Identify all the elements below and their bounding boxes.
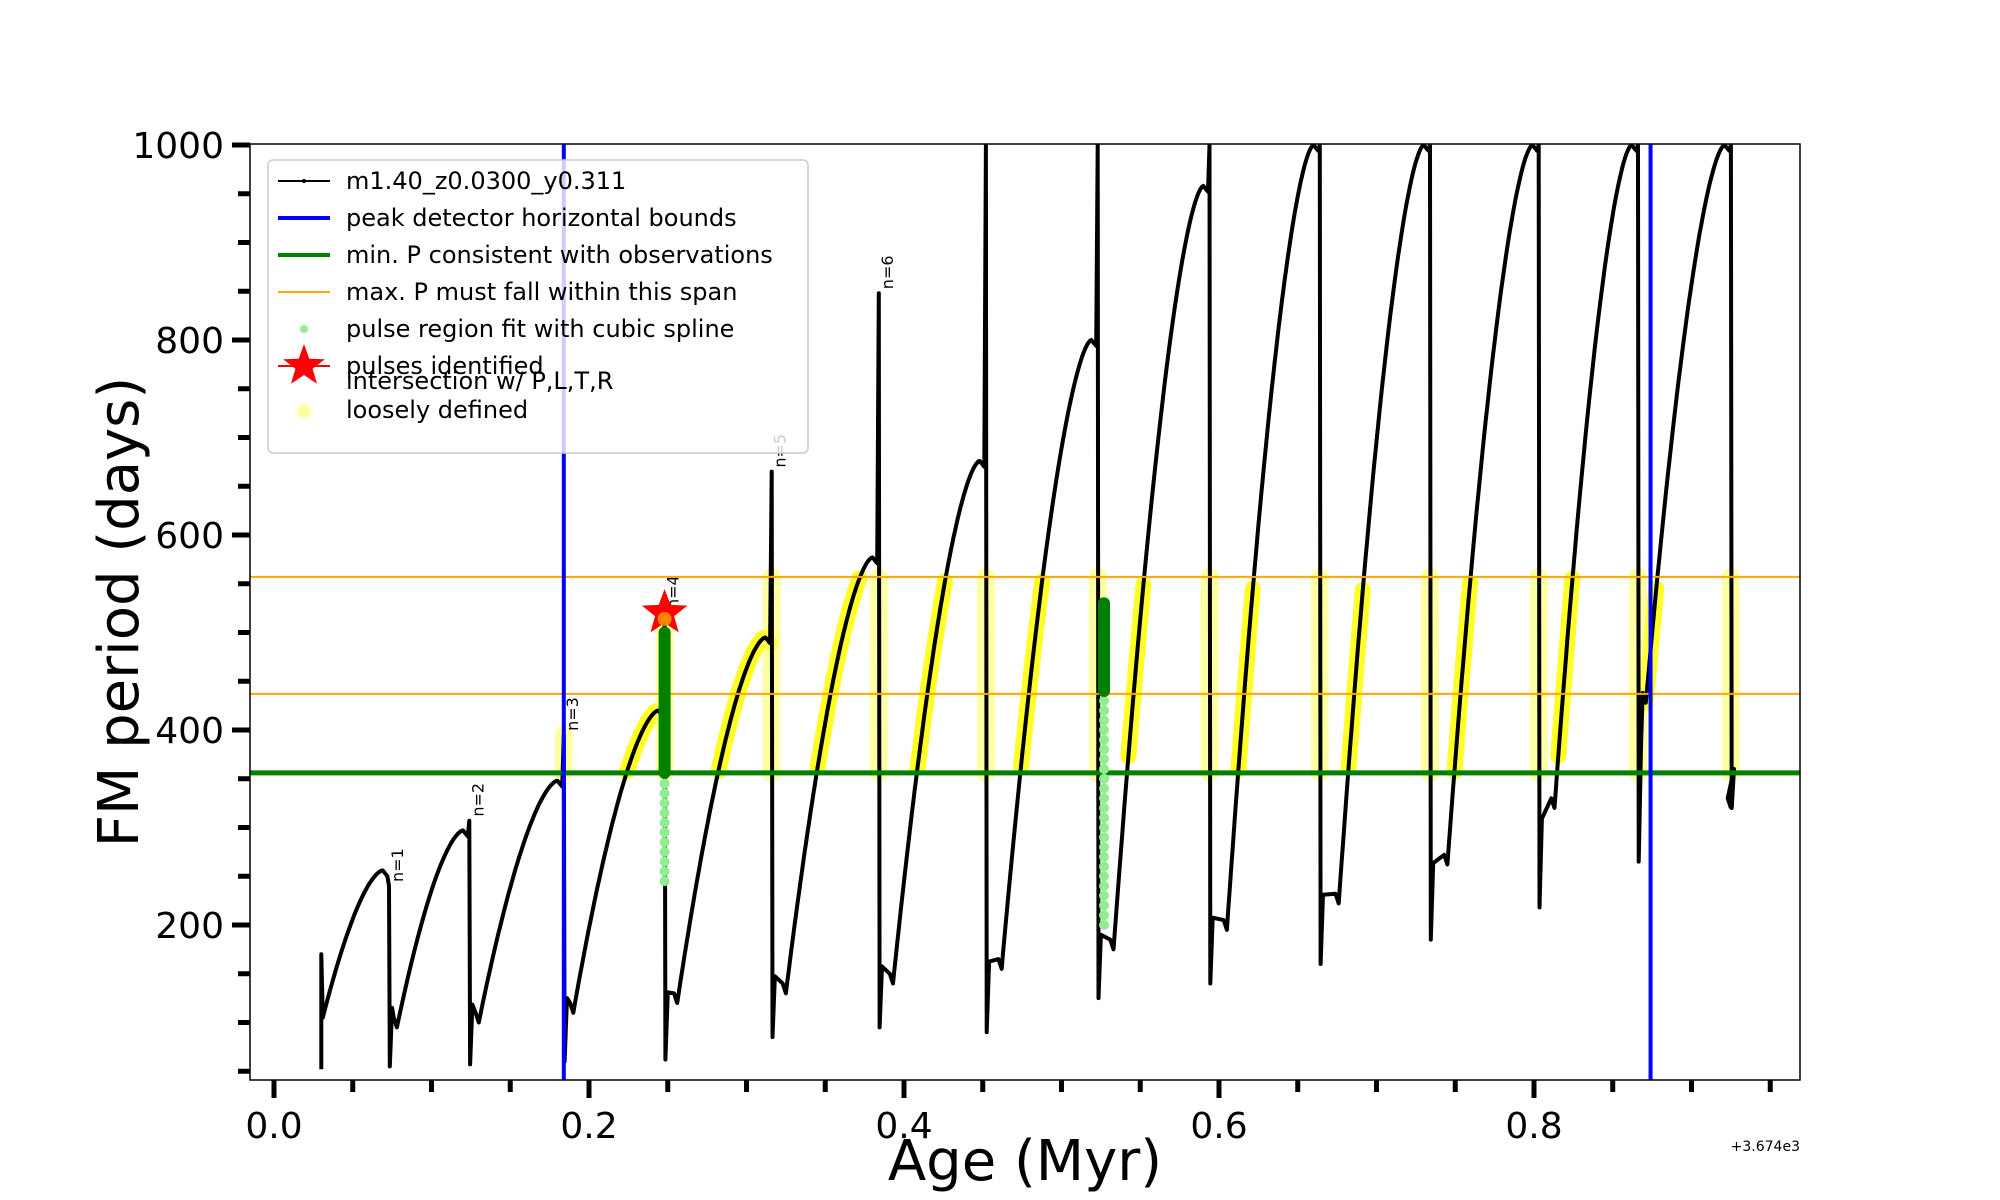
legend-star-icon xyxy=(283,344,325,384)
pulse-region-point xyxy=(1099,773,1110,784)
pulse-region-point xyxy=(1099,715,1110,726)
legend-item: max. P must fall within this span xyxy=(278,278,737,306)
pulse-region-point xyxy=(659,817,670,828)
y-tick-label: 1000 xyxy=(132,126,224,167)
pulse-region-point xyxy=(659,807,670,818)
legend-dot-icon xyxy=(302,179,306,183)
y-axis-label: FM period (days) xyxy=(87,377,152,847)
legend-label: pulses identified xyxy=(346,352,544,380)
pulse-region-point xyxy=(1099,783,1110,794)
pulse-region-point xyxy=(1099,812,1110,823)
pulse-region-point xyxy=(1099,734,1110,745)
pulse-region-point xyxy=(1099,803,1110,813)
pulse-region-fit xyxy=(1098,597,1111,930)
plot-area: n=1n=2n=3n=4n=5n=6 xyxy=(250,144,1800,1080)
pulse-region-point xyxy=(1099,861,1110,872)
pulse-region-point xyxy=(659,798,670,809)
pulse-region-point xyxy=(1099,900,1110,911)
pulse-region-point xyxy=(1099,871,1110,882)
pulse-label: n=2 xyxy=(468,783,487,817)
pulse-region-fit xyxy=(658,626,671,887)
y-tick-label: 400 xyxy=(155,711,224,752)
pulse-region-point xyxy=(659,827,670,838)
pulse-region-point xyxy=(1099,744,1110,755)
x-tick-label: 0.0 xyxy=(245,1106,302,1147)
legend-item: pulses identified xyxy=(278,344,544,384)
pulse-region-point xyxy=(1099,725,1110,735)
legend-label: loosely defined xyxy=(346,396,528,424)
y-tick-label: 800 xyxy=(155,321,224,362)
legend-label: m1.40_z0.0300_y0.311 xyxy=(346,167,626,195)
plot-frame xyxy=(249,143,1801,1081)
pulse-region-point xyxy=(1099,754,1110,765)
pulse-identified-overlay xyxy=(657,612,672,626)
legend-label: peak detector horizontal bounds xyxy=(346,204,737,232)
legend-circle-icon xyxy=(297,404,311,418)
pulse-region-point xyxy=(1099,705,1110,716)
pulse-label: n=1 xyxy=(388,848,407,882)
pulse-label: n=3 xyxy=(563,697,582,731)
pulse-region-point xyxy=(1099,695,1110,706)
legend-label: min. P consistent with observations xyxy=(346,241,773,269)
x-tick-label: 0.8 xyxy=(1505,1106,1562,1147)
pulse-region-point xyxy=(1099,764,1110,774)
x-axis-offset: +3.674e3 xyxy=(1731,1139,1800,1155)
legend-item: pulse region fit with cubic spline xyxy=(300,315,734,343)
legend-label: max. P must fall within this span xyxy=(346,278,737,306)
intersection-markers xyxy=(554,567,1740,782)
pulse-region-point xyxy=(659,866,670,877)
x-tick-label: 0.4 xyxy=(875,1106,932,1147)
x-axis-label: Age (Myr) xyxy=(888,1129,1162,1194)
series-line xyxy=(319,144,1736,1070)
y-tick-label: 600 xyxy=(155,516,224,557)
x-tick-label: 0.2 xyxy=(560,1106,617,1147)
legend-item: peak detector horizontal bounds xyxy=(278,204,737,232)
pulse-region-point xyxy=(1099,842,1110,852)
y-tick-label: 200 xyxy=(155,906,224,947)
pulse-label: n=6 xyxy=(878,255,897,289)
axes: 0.0 0.2 0.4 0.6 0.8 200 400 600 800 1000 xyxy=(132,126,1773,1147)
x-tick-label: 0.6 xyxy=(1190,1106,1247,1147)
legend-box xyxy=(267,159,809,454)
intersection-band xyxy=(710,629,779,780)
pulse-region-point xyxy=(659,778,670,789)
legend-label: pulse region fit with cubic spline xyxy=(346,315,734,343)
pulse-region-point xyxy=(1099,910,1110,921)
pulse-region-point xyxy=(659,846,670,857)
pulse-region-point xyxy=(1099,832,1110,843)
pulse-region-point xyxy=(1099,851,1110,862)
pulse-region-point xyxy=(659,837,670,848)
legend-label: intersection w/ P,L,T,R xyxy=(346,367,613,395)
legend-item: m1.40_z0.0300_y0.311 xyxy=(278,167,626,195)
pulse-region-point xyxy=(659,856,670,867)
legend-dot-icon xyxy=(300,325,308,333)
pulse-region-point xyxy=(1099,793,1110,804)
pulse-region-point xyxy=(1099,890,1110,901)
pulse-region-point xyxy=(1099,881,1110,891)
pulse-region-point xyxy=(659,788,670,799)
legend-item: min. P consistent with observations xyxy=(278,241,773,269)
pulse-region-point xyxy=(659,876,670,887)
pulse-region-point xyxy=(1099,920,1110,930)
pulse-region-point xyxy=(1099,822,1110,833)
pulse-identified-star xyxy=(641,589,688,633)
